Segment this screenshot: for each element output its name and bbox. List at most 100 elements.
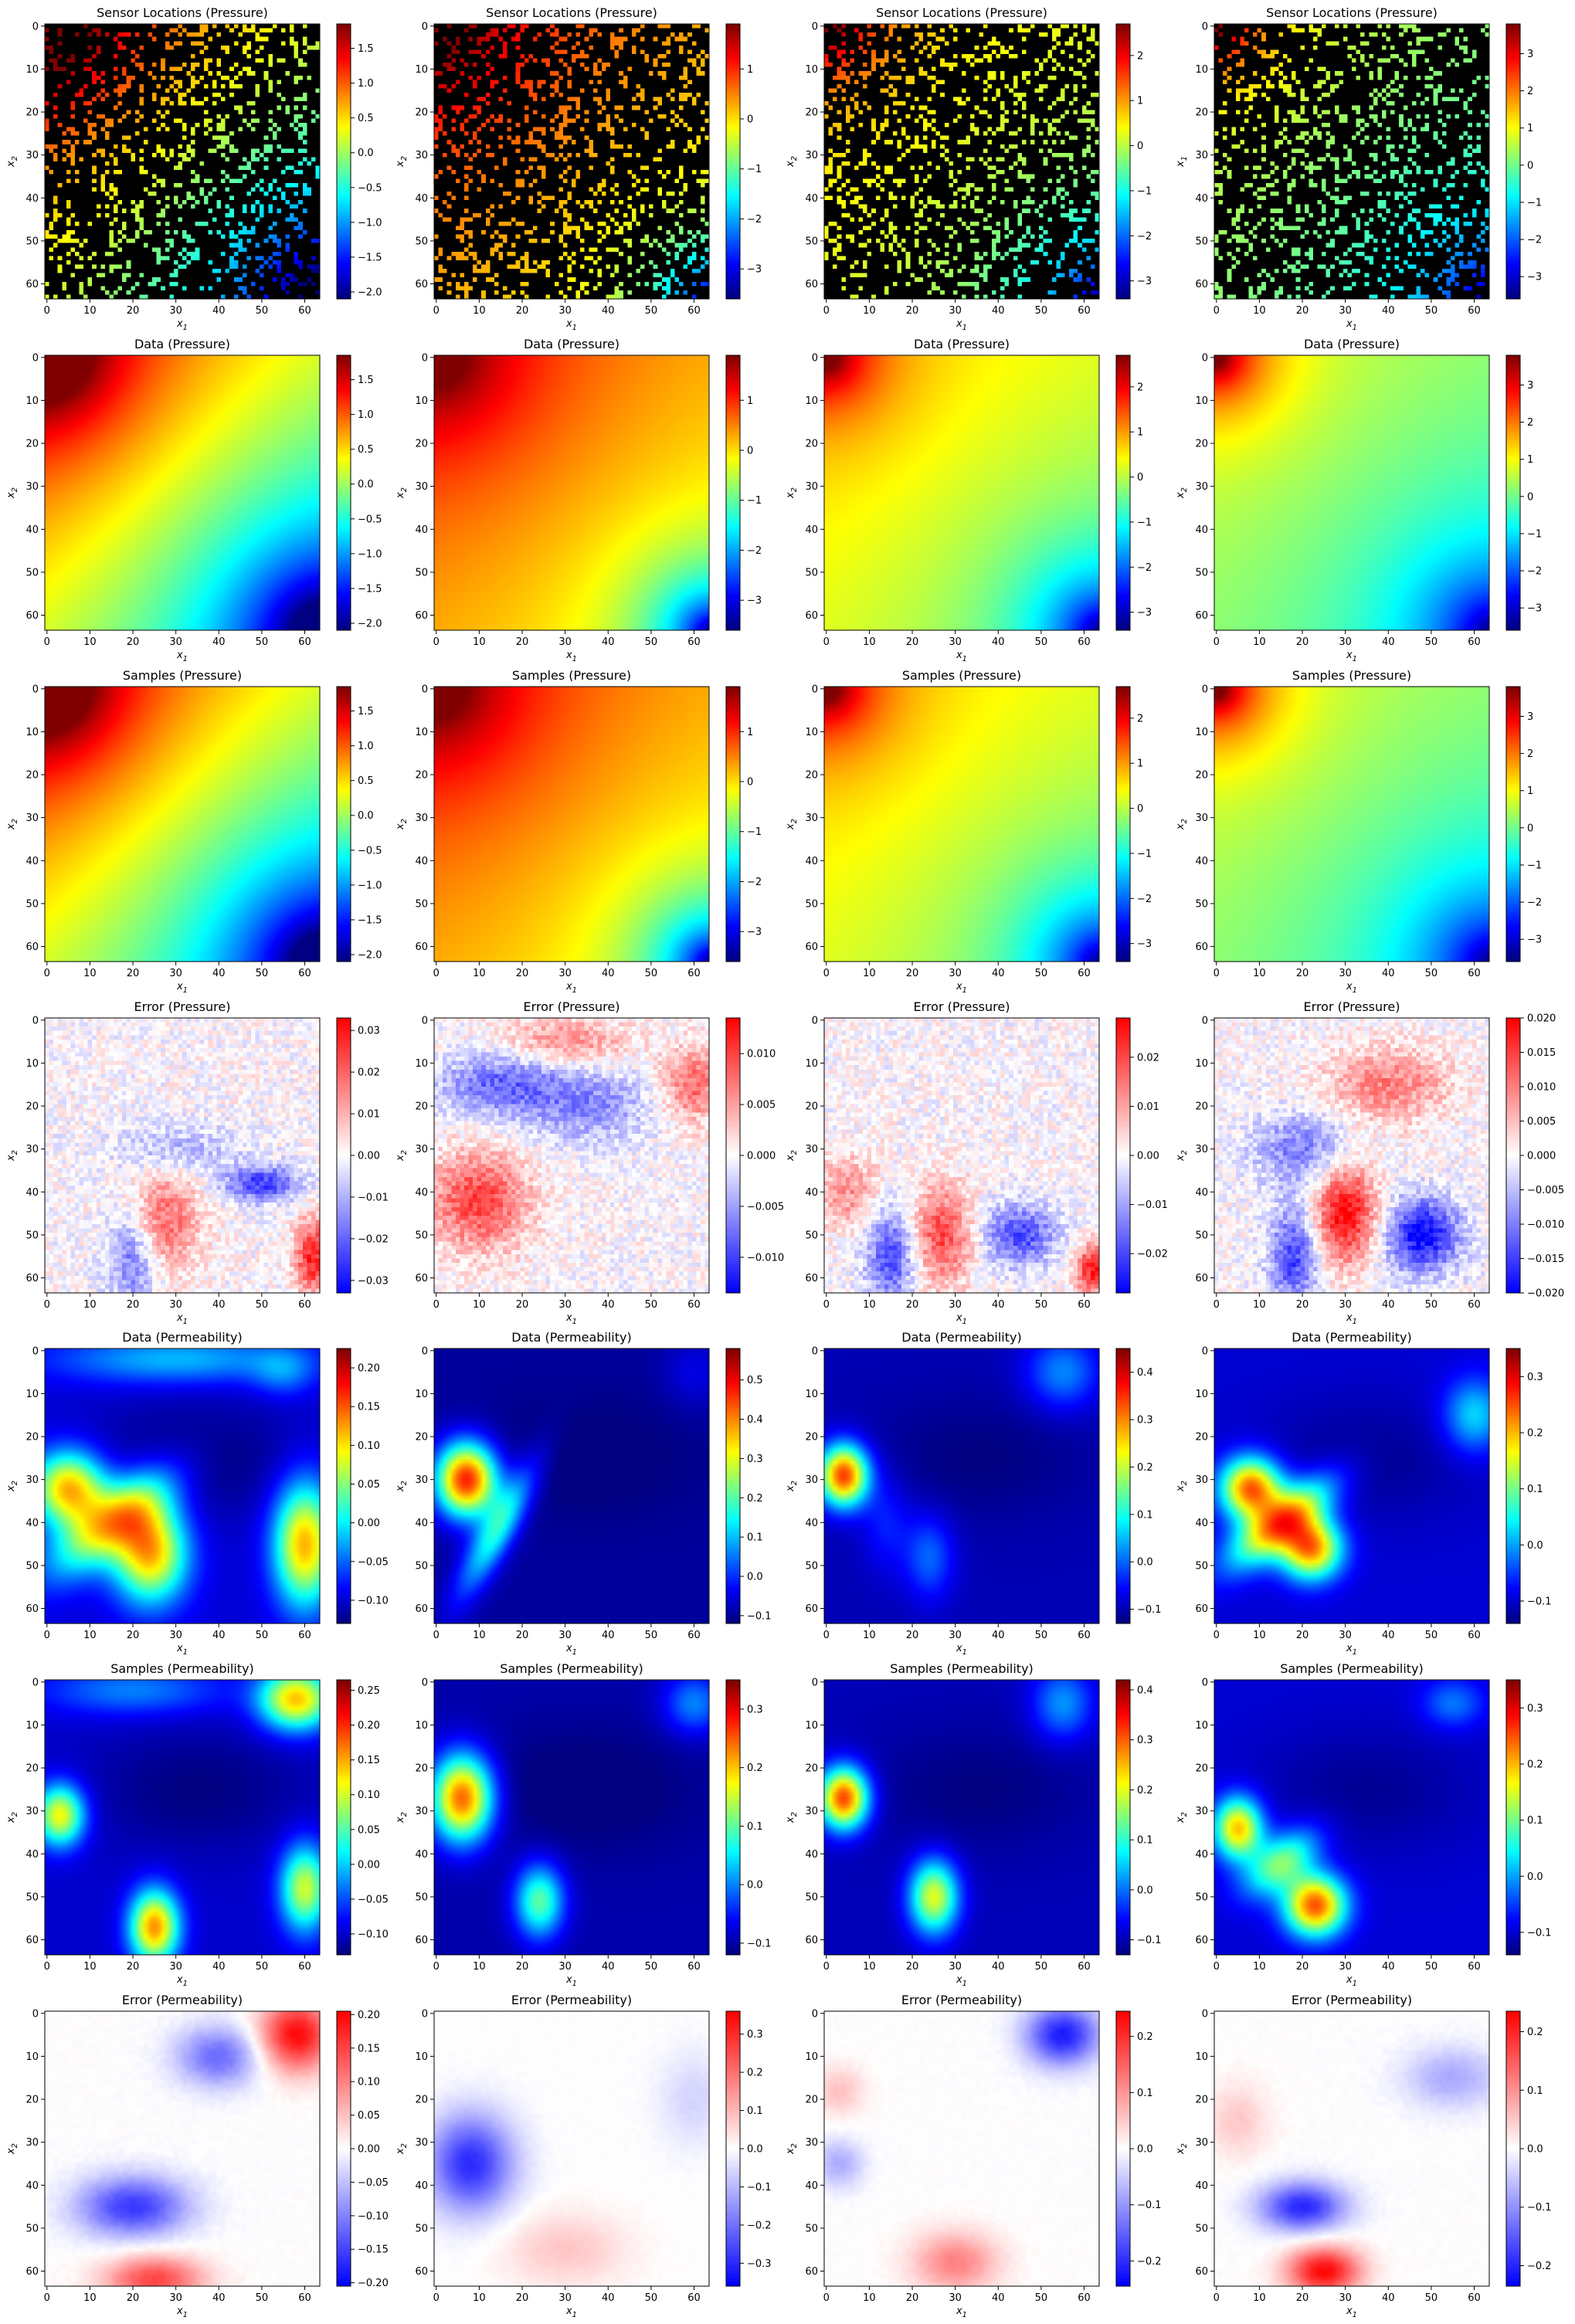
x-tick-label: 30: [949, 1630, 962, 1641]
x-tick-label: 60: [1078, 1630, 1091, 1641]
y-tick-label: 40: [25, 1518, 39, 1529]
colorbar-frame: [725, 355, 741, 631]
y-tick-label: 0: [32, 2008, 39, 2020]
y-tick-label: 50: [25, 2223, 39, 2234]
subplot-title: Sensor Locations (Pressure): [1266, 5, 1438, 20]
y-tick-label: 40: [25, 2180, 39, 2192]
y-tick-label: 40: [415, 524, 428, 536]
y-axis-label: x2: [1175, 819, 1189, 830]
colorbar-tick-label: 0.10: [358, 1440, 380, 1452]
y-tick-label: 60: [805, 1273, 818, 1284]
y-tick-label: 60: [805, 1603, 818, 1615]
heatmap-image: [45, 2011, 320, 2286]
x-tick-label: 30: [1339, 636, 1352, 648]
colorbar-tick-label: −3: [1137, 276, 1152, 287]
colorbar-tick-label: 0.3: [1527, 1703, 1543, 1715]
colorbar-tick-label: 0.03: [358, 1026, 380, 1037]
colorbar-tick-label: 0.3: [747, 2029, 763, 2041]
y-tick-label: 60: [25, 2266, 39, 2278]
axes-frame: [823, 1017, 1100, 1294]
x-tick-label: 0: [823, 1961, 830, 1973]
x-tick-label: 40: [1382, 1961, 1395, 1973]
y-tick-label: 20: [415, 1763, 428, 1775]
y-tick-label: 20: [1195, 439, 1208, 450]
subplot-title: Error (Permeability): [511, 1993, 632, 2007]
x-tick-label: 60: [687, 968, 701, 979]
colorbar-tick-label: −0.1: [747, 1610, 772, 1622]
colorbar-tick-label: −1.5: [358, 583, 382, 595]
y-tick-label: 30: [1195, 150, 1208, 161]
y-tick-label: 30: [25, 813, 39, 824]
colorbar-tick-label: −0.1: [1137, 1935, 1162, 1946]
colorbar-tick-label: 1.0: [358, 78, 374, 90]
colorbar: [337, 1018, 351, 1293]
colorbar-tick-label: 0.1: [1527, 1815, 1543, 1827]
y-tick-label: 20: [805, 1763, 818, 1775]
x-tick-label: 10: [83, 1299, 97, 1311]
colorbar-tick-label: −0.1: [747, 2182, 772, 2193]
x-tick-label: 50: [645, 968, 658, 979]
y-tick-label: 0: [1202, 684, 1208, 695]
colorbar-tick-label: −1.0: [358, 548, 382, 560]
y-tick-label: 0: [812, 21, 818, 32]
colorbar-tick-label: −2.0: [358, 949, 382, 961]
x-axis-label: x1: [176, 318, 188, 332]
colorbar-tick-label: 0.0: [358, 479, 374, 490]
colorbar-tick-label: −0.15: [358, 2244, 389, 2256]
subplot-title: Data (Pressure): [914, 337, 1010, 351]
colorbar: [1506, 24, 1520, 299]
colorbar: [1506, 2011, 1520, 2286]
x-axis-label: x1: [176, 1312, 188, 1326]
x-tick-label: 40: [212, 1961, 226, 1973]
colorbar-tick-label: −0.1: [1527, 1927, 1552, 1939]
x-tick-label: 30: [169, 2292, 182, 2304]
colorbar-tick-label: −0.10: [358, 2210, 389, 2222]
x-axis-label: x1: [956, 318, 967, 332]
y-tick-label: 20: [25, 107, 39, 119]
x-tick-label: 50: [1035, 636, 1048, 648]
axes-frame: [44, 1348, 321, 1624]
colorbar-tick-label: 0: [1137, 141, 1143, 152]
y-tick-label: 30: [1195, 2137, 1208, 2149]
x-tick-label: 40: [992, 1961, 1005, 1973]
y-tick-label: 0: [32, 684, 39, 695]
x-tick-label: 10: [83, 1961, 97, 1973]
y-tick-label: 20: [805, 1432, 818, 1444]
x-axis-label: x1: [1346, 981, 1357, 995]
colorbar-tick-label: 0.2: [747, 1763, 763, 1774]
x-tick-label: 30: [949, 2292, 962, 2304]
colorbar-tick-label: 0.01: [1137, 1101, 1159, 1113]
colorbar-tick-label: 0.0: [747, 1880, 763, 1891]
y-tick-label: 50: [1195, 567, 1208, 578]
y-tick-label: 50: [415, 1560, 428, 1572]
x-tick-label: 0: [44, 2292, 50, 2304]
colorbar-tick-label: −2: [1527, 897, 1542, 909]
x-tick-label: 40: [602, 1299, 615, 1311]
colorbar: [1116, 24, 1130, 299]
x-tick-label: 50: [256, 1961, 269, 1973]
y-tick-label: 40: [805, 856, 818, 867]
colorbar-frame: [336, 355, 351, 631]
colorbar-tick-label: −3: [747, 264, 762, 276]
colorbar-tick-label: 1: [1137, 427, 1143, 439]
colorbar-tick-label: 1.5: [358, 375, 374, 386]
y-tick-label: 10: [415, 64, 428, 76]
y-tick-label: 30: [25, 481, 39, 493]
x-axis-label: x1: [1346, 1974, 1357, 1988]
subplot-title: Samples (Pressure): [123, 668, 242, 683]
y-tick-label: 20: [25, 2095, 39, 2106]
x-tick-label: 50: [1425, 968, 1438, 979]
x-tick-label: 20: [906, 305, 919, 317]
colorbar-tick-label: −0.2: [1137, 2256, 1162, 2268]
x-tick-label: 20: [906, 1630, 919, 1641]
x-tick-label: 20: [906, 1961, 919, 1973]
x-tick-label: 30: [949, 305, 962, 317]
colorbar: [1116, 1018, 1130, 1293]
colorbar-tick-label: −0.20: [358, 2278, 389, 2289]
colorbar-tick-label: 0.015: [1527, 1047, 1556, 1059]
colorbar: [1506, 355, 1520, 630]
colorbar-tick-label: 0.3: [747, 1704, 763, 1715]
y-tick-label: 30: [25, 1144, 39, 1155]
x-tick-label: 50: [1035, 1961, 1048, 1973]
